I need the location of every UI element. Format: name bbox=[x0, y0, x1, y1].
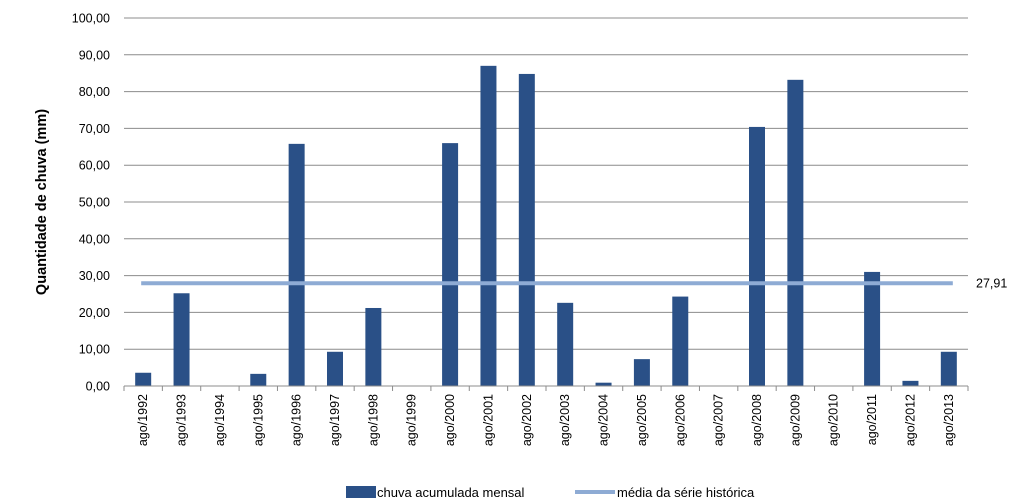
x-tick-label: ago/2013 bbox=[942, 394, 956, 446]
x-tick-label: ago/1999 bbox=[405, 394, 419, 446]
x-tick-label: ago/1994 bbox=[213, 394, 227, 446]
bar bbox=[595, 382, 612, 386]
y-tick-label: 90,00 bbox=[79, 48, 110, 62]
y-tick-label: 0,00 bbox=[86, 380, 110, 394]
x-tick-label: ago/2009 bbox=[788, 394, 802, 446]
bar bbox=[633, 359, 650, 386]
x-tick-label: ago/2001 bbox=[481, 394, 495, 446]
x-tick-label: ago/2008 bbox=[750, 394, 764, 446]
bar bbox=[902, 380, 919, 386]
x-tick-label: ago/2012 bbox=[903, 394, 917, 446]
x-tick-label: ago/1992 bbox=[136, 394, 150, 446]
legend-bar-swatch bbox=[346, 486, 376, 498]
x-tick-label: ago/2004 bbox=[597, 394, 611, 446]
bar bbox=[557, 302, 574, 386]
legend-line-label: média da série histórica bbox=[617, 485, 755, 500]
x-tick-label: ago/2002 bbox=[520, 394, 534, 446]
y-tick-label: 100,00 bbox=[72, 12, 110, 26]
average-line-group: 27,91 bbox=[141, 276, 1007, 290]
bar bbox=[518, 73, 535, 386]
bar bbox=[940, 351, 957, 386]
x-tick-label: ago/2003 bbox=[558, 394, 572, 446]
y-tick-label: 10,00 bbox=[79, 343, 110, 357]
bar bbox=[288, 143, 305, 386]
bar bbox=[365, 307, 382, 386]
bar bbox=[672, 296, 689, 386]
bar bbox=[442, 143, 459, 386]
y-tick-label: 30,00 bbox=[79, 269, 110, 283]
average-value-label: 27,91 bbox=[976, 276, 1007, 290]
x-tick-label: ago/2010 bbox=[827, 394, 841, 446]
bar bbox=[250, 373, 267, 386]
x-tick-label: ago/1993 bbox=[175, 394, 189, 446]
x-tick-label: ago/2005 bbox=[635, 394, 649, 446]
bar bbox=[749, 126, 765, 386]
legend: chuva acumulada mensal média da série hi… bbox=[346, 485, 755, 500]
bar bbox=[173, 293, 190, 386]
x-tick-label: ago/2007 bbox=[712, 394, 726, 446]
bar bbox=[787, 79, 804, 386]
x-tick-label: ago/1995 bbox=[251, 394, 265, 446]
x-tick-label: ago/2000 bbox=[443, 394, 457, 446]
x-tick-label: ago/2011 bbox=[865, 394, 879, 445]
y-tick-label: 70,00 bbox=[79, 122, 110, 136]
x-tick-label: ago/1998 bbox=[366, 394, 380, 446]
x-tick-labels: ago/1992 ago/1993 ago/1994 ago/1995 ago/1996… bbox=[123, 386, 969, 446]
y-tick-label: 40,00 bbox=[79, 232, 110, 246]
y-axis-label: Quantidade de chuva (mm) bbox=[34, 109, 50, 295]
bar bbox=[135, 372, 152, 386]
y-tick-label: 80,00 bbox=[79, 85, 110, 99]
y-tick-label: 60,00 bbox=[79, 159, 110, 173]
bar-series bbox=[135, 65, 957, 386]
y-tick-labels: 0,00 10,00 20,00 30,00 40,00 50,00 60,00 70,00 8… bbox=[72, 12, 110, 394]
legend-bar-label: chuva acumulada mensal bbox=[377, 485, 525, 500]
bar bbox=[480, 65, 497, 386]
bar bbox=[864, 271, 881, 386]
y-tick-label: 50,00 bbox=[79, 196, 110, 210]
x-tick-label: ago/2006 bbox=[673, 394, 687, 446]
x-tick-label: ago/1996 bbox=[290, 394, 304, 446]
bar bbox=[327, 351, 343, 386]
x-tick-label: ago/1997 bbox=[328, 394, 342, 446]
y-tick-label: 20,00 bbox=[79, 306, 110, 320]
gridlines bbox=[124, 17, 968, 350]
